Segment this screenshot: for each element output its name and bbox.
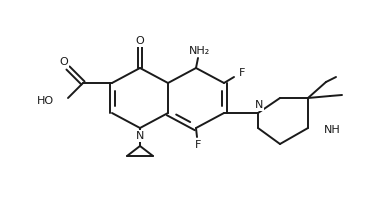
Text: HO: HO — [37, 96, 54, 106]
Text: F: F — [239, 68, 245, 78]
Text: O: O — [136, 36, 144, 46]
Text: NH₂: NH₂ — [189, 46, 211, 56]
Text: O: O — [60, 57, 68, 67]
Text: NH: NH — [324, 125, 341, 135]
Text: F: F — [195, 140, 201, 150]
Text: N: N — [136, 131, 144, 141]
Text: N: N — [255, 100, 263, 110]
